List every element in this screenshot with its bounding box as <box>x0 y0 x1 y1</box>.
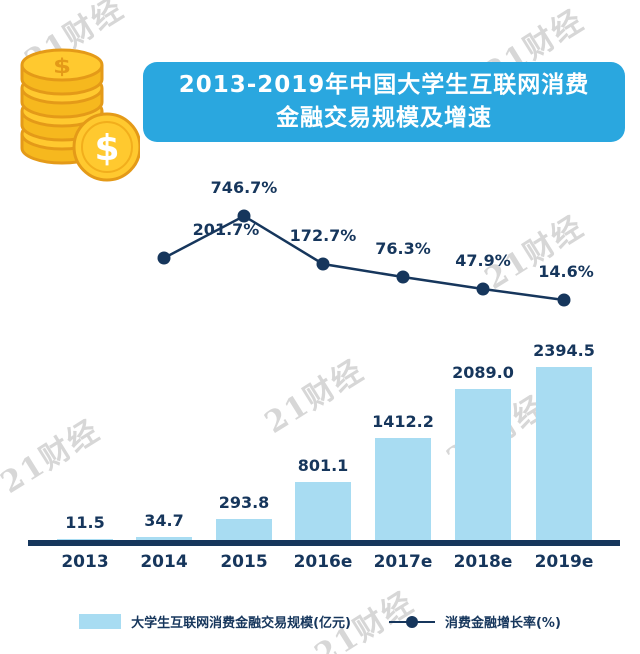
legend-item-bars: 大学生互联网消费金融交易规模(亿元) <box>79 612 351 631</box>
bar-value-label: 2089.0 <box>452 363 514 382</box>
x-axis-label: 2019e <box>534 552 594 572</box>
line-legend-swatch <box>388 615 435 629</box>
growth-rate-label: 746.7% <box>210 178 278 197</box>
bar-legend-swatch <box>79 614 122 629</box>
bar-value-label: 11.5 <box>65 513 105 532</box>
x-axis-line <box>28 540 620 546</box>
bar-value-label: 34.7 <box>144 511 184 530</box>
chart-title-banner: 2013-2019年中国大学生互联网消费 金融交易规模及增速 <box>143 62 625 142</box>
svg-text:$: $ <box>53 55 71 78</box>
legend-item-line: 消费金融增长率(%) <box>388 612 561 631</box>
bar-value-label: 1412.2 <box>372 412 434 431</box>
growth-rate-label: 76.3% <box>375 239 431 258</box>
bar-value-label: 801.1 <box>297 456 349 475</box>
x-axis-label: 2013 <box>61 552 109 572</box>
title-line-2: 金融交易规模及增速 <box>276 105 492 131</box>
growth-rate-label: 201.7% <box>192 220 260 239</box>
title-line-1: 2013-2019年中国大学生互联网消费 <box>178 72 590 98</box>
line-point <box>396 270 410 284</box>
bar-2016e <box>295 482 351 540</box>
legend-bar-label: 大学生互联网消费金融交易规模(亿元) <box>131 616 351 631</box>
bar-2013 <box>57 539 113 540</box>
x-axis-label: 2016e <box>293 552 353 572</box>
gold-coins-icon: $ $ <box>6 26 142 188</box>
bar-2019e <box>536 367 592 540</box>
x-axis-label: 2014 <box>140 552 188 572</box>
bar-value-label: 293.8 <box>218 493 270 512</box>
bar-2017e <box>375 438 431 540</box>
legend-line-label: 消费金融增长率(%) <box>444 616 561 631</box>
x-axis-label: 2017e <box>373 552 433 572</box>
bar-value-label: 2394.5 <box>533 341 595 360</box>
growth-rate-label: 172.7% <box>289 226 357 245</box>
growth-rate-label: 47.9% <box>455 251 511 270</box>
bar-2015 <box>216 519 272 540</box>
x-axis-label: 2015 <box>220 552 268 572</box>
line-point <box>316 257 330 271</box>
line-point <box>476 282 490 296</box>
svg-text:$: $ <box>94 128 119 169</box>
x-axis-label: 2018e <box>453 552 513 572</box>
bar-2014 <box>136 537 192 540</box>
growth-rate-label: 14.6% <box>538 262 594 281</box>
line-point <box>557 293 571 307</box>
legend: 大学生互联网消费金融交易规模(亿元) 消费金融增长率(%) <box>0 612 640 631</box>
bar-2018e <box>455 389 511 540</box>
line-point <box>157 251 171 265</box>
